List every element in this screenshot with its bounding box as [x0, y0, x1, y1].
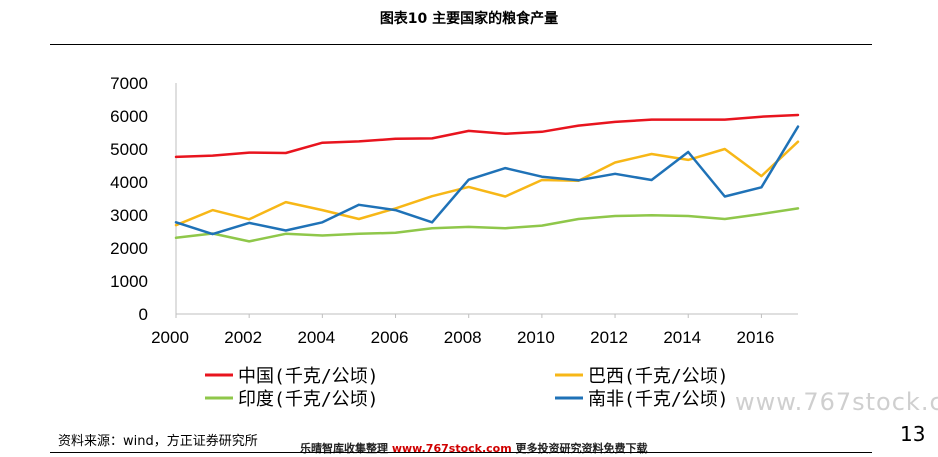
- watermark-bar-site: www.767stock.com: [391, 442, 512, 455]
- legend-label: 印度(千克/公顷): [238, 389, 379, 410]
- y-tick-label: 0: [139, 305, 148, 324]
- y-tick-label: 2000: [110, 239, 148, 258]
- legend-label: 巴西(千克/公顷): [588, 366, 729, 387]
- y-tick-label: 4000: [110, 173, 148, 192]
- x-tick-label: 2000: [151, 328, 189, 347]
- x-tick-label: 2010: [517, 328, 555, 347]
- chart-title: 图表10 主要国家的粮食产量: [379, 11, 559, 27]
- x-tick-label: 2002: [224, 328, 262, 347]
- x-tick-label: 2004: [297, 328, 335, 347]
- series-line-3: [174, 207, 800, 243]
- watermark-corner: www.767stock.com: [735, 388, 938, 416]
- x-tick-label: 2016: [736, 328, 774, 347]
- watermark-bar-left: 乐晴智库收集整理: [300, 442, 392, 455]
- y-tick-label: 6000: [110, 107, 148, 126]
- legend-label: 南非(千克/公顷): [588, 389, 729, 410]
- legend-label: 中国(千克/公顷): [238, 366, 379, 387]
- x-tick-label: 2006: [371, 328, 409, 347]
- series-line-1: [174, 113, 800, 159]
- x-tick-label: 2014: [663, 328, 701, 347]
- y-tick-label: 3000: [110, 206, 148, 225]
- x-tick-label: 2008: [444, 328, 482, 347]
- watermark-bar: 乐晴智库收集整理 www.767stock.com 更多投资研究资料免费下载: [300, 440, 648, 456]
- top-rule: [50, 44, 872, 45]
- watermark-bar-right: 更多投资研究资料免费下载: [511, 442, 648, 455]
- y-tick-label: 1000: [110, 272, 148, 291]
- page-number: 13: [900, 422, 926, 446]
- source-note: 资料来源：wind，方正证券研究所: [58, 434, 258, 449]
- x-tick-label: 2012: [590, 328, 628, 347]
- y-tick-label: 5000: [110, 140, 148, 159]
- bottom-rule: [50, 452, 872, 453]
- series-line-4: [174, 125, 800, 236]
- series-line-2: [174, 140, 800, 227]
- y-tick-label: 7000: [110, 74, 148, 93]
